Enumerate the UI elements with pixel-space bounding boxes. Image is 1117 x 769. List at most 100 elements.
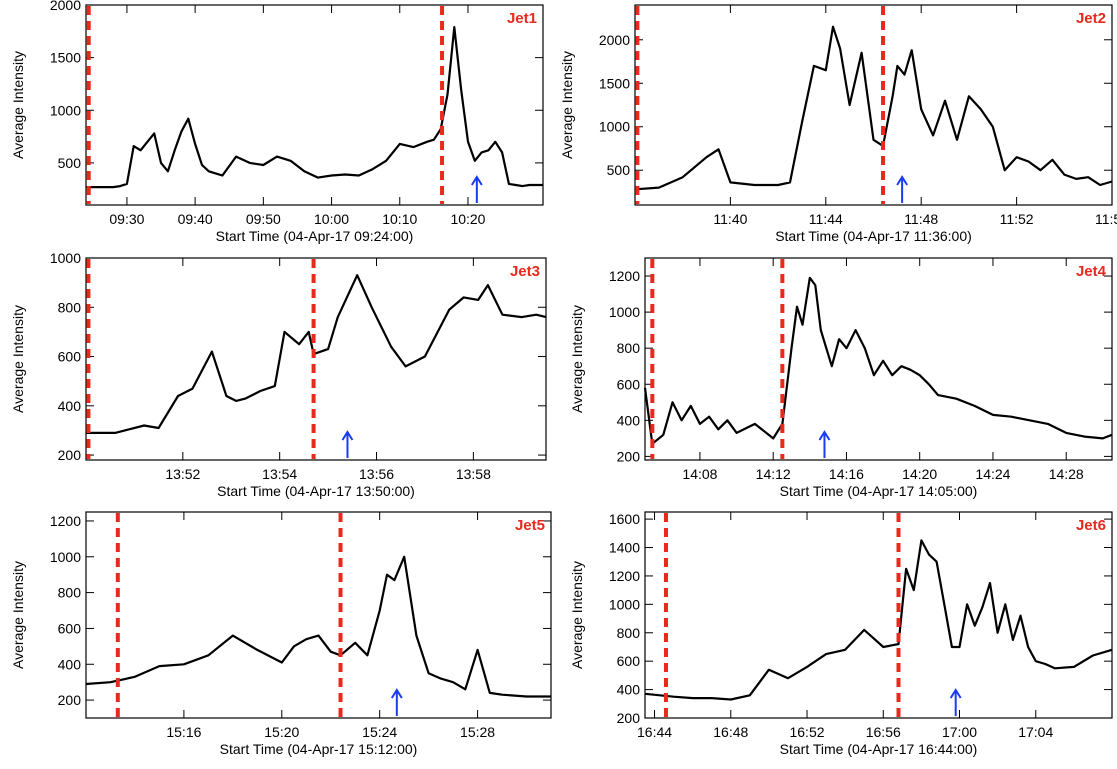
x-tick-label: 15:24 [362,724,397,740]
y-tick-label: 800 [58,585,82,601]
y-tick-label: 600 [58,620,82,636]
panel-label: Jet3 [510,263,540,280]
y-tick-label: 1500 [50,50,81,66]
plot-frame [644,511,1113,719]
x-tick-label: 11:48 [904,211,938,227]
panel-label: Jet1 [507,10,537,27]
y-tick-label: 1200 [50,513,81,529]
intensity-series-line [85,555,551,698]
arrow-head-icon [818,430,831,441]
intensity-series-line [86,274,547,434]
y-tick-label: 1200 [609,268,640,284]
x-tick-label: 13:52 [165,466,200,482]
x-tick-label: 16:52 [789,724,824,740]
x-tick-label: 13:56 [359,466,394,482]
arrow-head-icon [896,175,908,186]
x-axis-label: Start Time (04-Apr-17 11:36:00) [775,228,972,244]
y-axis-label: Average Intensity [10,561,26,669]
x-tick-label: 10:00 [314,211,349,227]
y-tick-label: 200 [58,447,82,463]
y-tick-label: 1000 [609,596,640,612]
y-tick-label: 400 [617,682,641,698]
y-tick-label: 800 [617,340,641,356]
x-tick-label: 09:40 [178,211,213,227]
y-tick-label: 600 [617,376,641,392]
plot-frame [634,4,1113,206]
plot-frame [85,511,552,719]
panel-label: Jet6 [1076,517,1106,534]
panel-jet3: 200 400 600 800 1000 13:52 13:54 13:56 13:58 Star… [10,250,547,499]
plot-frame [85,257,547,461]
y-axis-label: Average Intensity [569,305,585,413]
y-tick-label: 1000 [50,250,81,266]
panel-label: Jet5 [515,517,545,534]
x-axis-label: Start Time (04-Apr-17 09:24:00) [216,228,414,244]
y-tick-label: 1500 [599,75,630,91]
y-tick-label: 1000 [50,549,81,565]
x-tick-label: 10:10 [382,211,417,227]
y-tick-label: 500 [58,155,82,171]
arrow-head-icon [390,688,403,699]
y-tick-label: 200 [58,692,82,708]
x-tick-label: 10:20 [450,211,485,227]
y-tick-label: 600 [58,349,82,365]
x-tick-label: 16:44 [637,724,672,740]
x-tick-label: 14:20 [902,466,937,482]
x-axis-label: Start Time (04-Apr-17 13:50:00) [217,483,415,499]
x-tick-label: 09:30 [109,211,144,227]
y-axis-label: Average Intensity [559,51,575,159]
panel-jet6: 200 400 600 800 1000 1200 1400 1600 16:44 16:48 16… [569,511,1113,757]
y-tick-label: 800 [58,299,82,315]
plot-frame [85,4,544,206]
x-tick-label: 17:00 [942,724,977,740]
arrow-head-icon [470,175,483,186]
y-tick-label: 1200 [609,568,640,584]
y-tick-label: 2000 [599,32,630,48]
y-tick-label: 400 [617,412,641,428]
x-tick-label: 17:04 [1018,724,1053,740]
x-tick-label: 14:24 [975,466,1010,482]
x-tick-label: 14:12 [756,466,791,482]
x-tick-label: 14:28 [1049,466,1084,482]
intensity-series-line [643,276,1113,445]
y-axis-label: Average Intensity [10,51,26,159]
y-axis-label: Average Intensity [569,561,585,669]
x-tick-label: 13:58 [456,466,491,482]
plot-frame [644,257,1113,461]
x-tick-label: 11:44 [809,211,843,227]
x-tick-label: 15:20 [264,724,299,740]
x-tick-label: 15:28 [460,724,495,740]
x-axis-label: Start Time (04-Apr-17 16:44:00) [780,741,978,757]
x-axis-label: Start Time (04-Apr-17 14:05:00) [780,483,978,499]
intensity-series-line [86,26,543,189]
x-tick-label: 11:52 [1000,211,1034,227]
x-tick-label: 14:16 [829,466,864,482]
panel-jet2: 500 1000 1500 2000 11:40 11:44 11:48 11:52 11:56… [559,4,1117,244]
y-tick-label: 400 [58,656,82,672]
intensity-series-line [644,539,1113,701]
x-tick-label: 13:54 [262,466,297,482]
y-tick-label: 1000 [50,102,81,118]
y-tick-label: 1000 [599,119,630,135]
panel-jet5: 200 400 600 800 1000 1200 15:16 15:20 15:24 15:28… [10,511,552,757]
arrow-head-icon [949,688,962,699]
arrow-head-icon [341,430,354,441]
y-tick-label: 500 [607,162,631,178]
intensity-series-line [634,25,1113,191]
x-tick-label: 11:56 [1095,211,1117,227]
x-axis-label: Start Time (04-Apr-17 15:12:00) [220,741,418,757]
panel-label: Jet4 [1076,263,1107,280]
y-tick-label: 400 [58,398,82,414]
y-tick-label: 1400 [609,540,640,556]
x-tick-label: 15:16 [166,724,201,740]
y-tick-label: 1600 [609,511,640,527]
x-tick-label: 16:56 [866,724,901,740]
panel-jet1: 500 1000 1500 2000 09:30 09:40 09:50 10:00 10:10… [10,0,544,244]
x-tick-label: 09:50 [246,211,281,227]
panel-label: Jet2 [1076,10,1106,27]
y-tick-label: 200 [617,448,641,464]
x-tick-label: 16:48 [713,724,748,740]
y-tick-label: 800 [617,625,641,641]
y-tick-label: 600 [617,653,641,669]
